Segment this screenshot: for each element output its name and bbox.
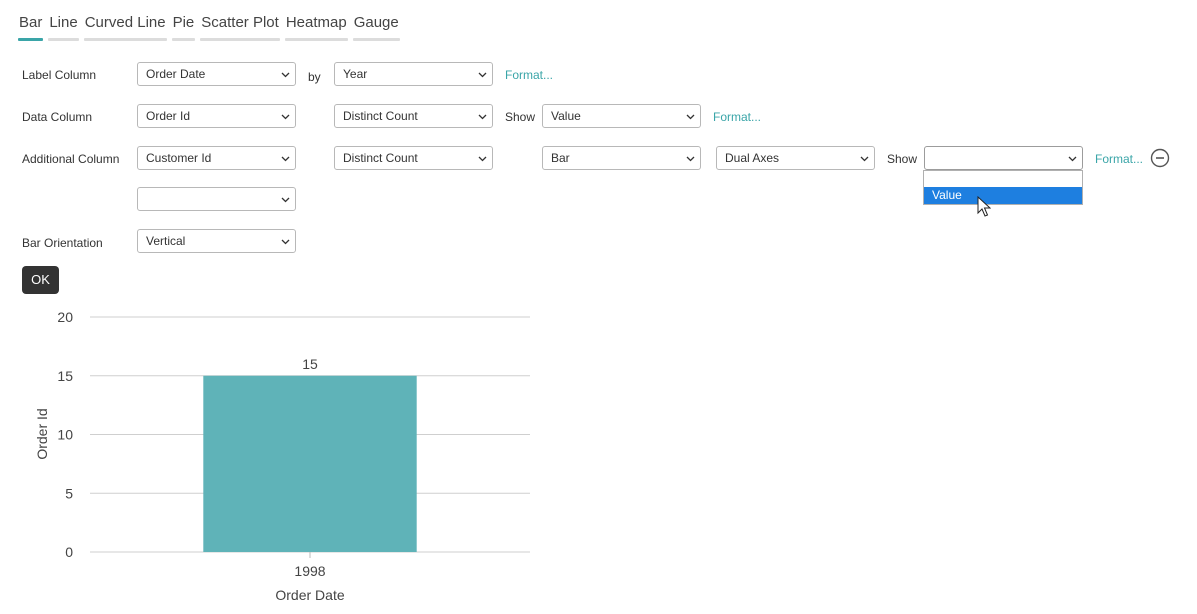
chevron-down-icon	[478, 156, 487, 162]
data-column-label: Data Column	[22, 110, 93, 124]
tab-label: Line	[49, 14, 78, 31]
data-show-select[interactable]: Value	[542, 104, 701, 128]
x-axis-label: Order Date	[275, 587, 344, 603]
axes-select[interactable]: Dual Axes	[716, 146, 875, 170]
data-label: 15	[302, 356, 318, 372]
tab-bar[interactable]: Bar	[18, 14, 44, 41]
dropdown-option-value[interactable]: Value	[924, 187, 1082, 204]
tab-underline	[83, 38, 167, 41]
tab-pie[interactable]: Pie	[171, 14, 196, 41]
mouse-pointer-icon	[977, 196, 991, 217]
y-tick-label: 15	[57, 368, 73, 384]
y-axis-ticks: 0 5 10 15 20	[57, 309, 73, 560]
chart-type-tabs: Bar Line Curved Line Pie Scatter Plot He…	[18, 14, 405, 41]
y-tick-label: 0	[65, 544, 73, 560]
chevron-down-icon	[1068, 156, 1077, 162]
tab-label: Gauge	[353, 14, 399, 31]
select-value: Order Id	[146, 109, 191, 123]
chevron-down-icon	[478, 114, 487, 120]
data-column-select[interactable]: Order Id	[137, 104, 296, 128]
dropdown-option-blank[interactable]	[924, 171, 1082, 187]
ok-button[interactable]: OK	[22, 266, 59, 294]
by-label: by	[308, 70, 321, 84]
tab-line[interactable]: Line	[48, 14, 79, 41]
select-value: Value	[551, 109, 581, 123]
tab-label: Scatter Plot	[201, 14, 279, 31]
minus-circle-icon[interactable]	[1150, 148, 1170, 168]
data-show-label: Show	[505, 110, 536, 124]
additional-format-link[interactable]: Format...	[1095, 152, 1144, 166]
tab-label: Heatmap	[285, 14, 347, 31]
chevron-down-icon	[281, 239, 290, 245]
chevron-down-icon	[686, 114, 695, 120]
x-tick-label: 1998	[294, 563, 325, 579]
tab-label: Bar	[19, 14, 43, 31]
additional-column-label: Additional Column	[22, 152, 120, 166]
data-aggregate-select[interactable]: Distinct Count	[334, 104, 493, 128]
tab-heatmap[interactable]: Heatmap	[284, 14, 348, 41]
chevron-down-icon	[281, 197, 290, 203]
group-by-select[interactable]: Year	[334, 62, 493, 86]
chevron-down-icon	[281, 114, 290, 120]
y-tick-label: 5	[65, 485, 73, 501]
x-axis-ticks: 1998	[294, 552, 326, 579]
select-value: Year	[343, 67, 368, 81]
additional-aggregate-select[interactable]: Distinct Count	[334, 146, 493, 170]
tab-underline	[48, 38, 79, 41]
bar-chart: 0 5 10 15 20 15 1998 Order Date Order Id	[34, 309, 530, 603]
bar-orientation-label: Bar Orientation	[22, 236, 103, 250]
tab-curved-line[interactable]: Curved Line	[83, 14, 167, 41]
tab-underline	[200, 38, 280, 41]
tab-label: Pie	[172, 14, 195, 31]
select-value: Distinct Count	[343, 109, 418, 123]
chart-bars: 15	[203, 356, 417, 552]
select-value: Bar	[551, 151, 570, 165]
chevron-down-icon	[686, 156, 695, 162]
bar-orientation-select[interactable]: Vertical	[137, 229, 296, 253]
tab-underline	[352, 38, 400, 41]
y-tick-label: 10	[57, 427, 73, 443]
chevron-down-icon	[478, 72, 487, 78]
tab-scatter-plot[interactable]: Scatter Plot	[200, 14, 280, 41]
additional-column-select[interactable]: Customer Id	[137, 146, 296, 170]
additional-show-select[interactable]	[924, 146, 1083, 170]
tab-underline	[284, 38, 348, 41]
y-axis-label: Order Id	[34, 408, 50, 459]
additional-show-label: Show	[887, 152, 918, 166]
extra-column-select[interactable]	[137, 187, 296, 211]
tab-gauge[interactable]: Gauge	[352, 14, 400, 41]
data-format-link[interactable]: Format...	[713, 110, 762, 124]
tab-underline	[18, 38, 44, 41]
select-value: Dual Axes	[725, 151, 780, 165]
select-value: Order Date	[146, 67, 206, 81]
chevron-down-icon	[281, 156, 290, 162]
show-dropdown-list: Value	[923, 170, 1083, 205]
additional-chart-type-select[interactable]: Bar	[542, 146, 701, 170]
bar[interactable]	[203, 375, 417, 552]
chevron-down-icon	[281, 72, 290, 78]
select-value: Distinct Count	[343, 151, 418, 165]
tab-label: Curved Line	[84, 14, 166, 31]
label-column-select[interactable]: Order Date	[137, 62, 296, 86]
label-format-link[interactable]: Format...	[505, 68, 554, 82]
tab-underline	[171, 38, 196, 41]
select-value: Vertical	[146, 234, 186, 248]
y-tick-label: 20	[57, 309, 73, 325]
select-value: Customer Id	[146, 151, 212, 165]
label-column-label: Label Column	[22, 68, 97, 82]
chevron-down-icon	[860, 156, 869, 162]
